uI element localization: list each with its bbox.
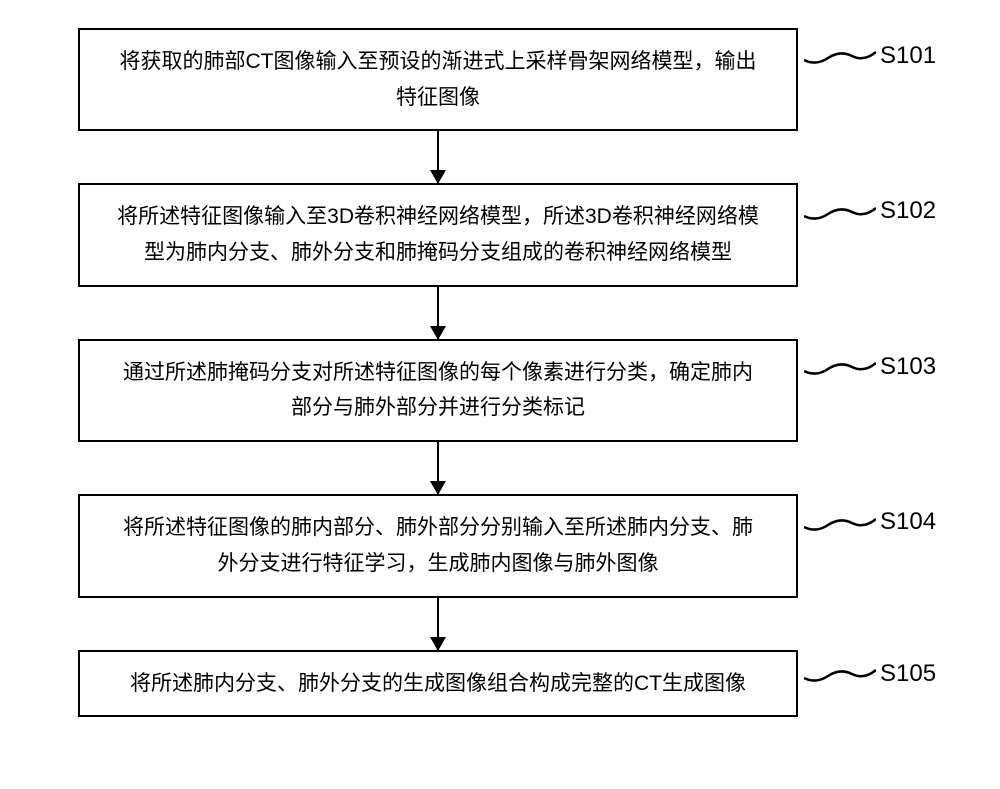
- arrowhead-icon: [430, 481, 446, 495]
- arrowhead-icon: [430, 637, 446, 651]
- squiggle-connector: [804, 664, 876, 684]
- squiggle-connector: [804, 46, 876, 66]
- step-text-line: 通过所述肺掩码分支对所述特征图像的每个像素进行分类，确定肺内: [100, 355, 776, 391]
- step-text-line: 将所述肺内分支、肺外分支的生成图像组合构成完整的CT生成图像: [100, 666, 776, 702]
- step-box-s103: 通过所述肺掩码分支对所述特征图像的每个像素进行分类，确定肺内部分与肺外部分并进行…: [78, 339, 798, 442]
- step-label-group: S103: [804, 347, 936, 388]
- step-id-label: S103: [880, 347, 936, 388]
- squiggle-connector: [804, 513, 876, 533]
- step-box-s104: 将所述特征图像的肺内部分、肺外部分分别输入至所述肺内分支、肺外分支进行特征学习，…: [78, 494, 798, 597]
- step-text-line: 部分与肺外部分并进行分类标记: [100, 390, 776, 426]
- step-text-line: 将所述特征图像输入至3D卷积神经网络模型，所述3D卷积神经网络模: [100, 199, 776, 235]
- step-id-label: S104: [880, 502, 936, 543]
- flow-connector: [437, 131, 439, 183]
- flow-connector: [437, 442, 439, 494]
- step-label-group: S102: [804, 191, 936, 232]
- step-text-line: 型为肺内分支、肺外分支和肺掩码分支组成的卷积神经网络模型: [100, 235, 776, 271]
- step-id-label: S105: [880, 654, 936, 695]
- step-text-line: 外分支进行特征学习，生成肺内图像与肺外图像: [100, 546, 776, 582]
- step-label-group: S104: [804, 502, 936, 543]
- squiggle-connector: [804, 357, 876, 377]
- step-label-group: S101: [804, 36, 936, 77]
- step-text-line: 特征图像: [100, 80, 776, 116]
- arrowhead-icon: [430, 326, 446, 340]
- arrowhead-icon: [430, 170, 446, 184]
- step-box-s101: 将获取的肺部CT图像输入至预设的渐进式上采样骨架网络模型，输出特征图像 S101: [78, 28, 798, 131]
- step-id-label: S101: [880, 36, 936, 77]
- step-text-line: 将获取的肺部CT图像输入至预设的渐进式上采样骨架网络模型，输出: [100, 44, 776, 80]
- squiggle-connector: [804, 202, 876, 222]
- flow-connector: [437, 598, 439, 650]
- step-label-group: S105: [804, 654, 936, 695]
- step-box-s102: 将所述特征图像输入至3D卷积神经网络模型，所述3D卷积神经网络模型为肺内分支、肺…: [78, 183, 798, 286]
- step-text-line: 将所述特征图像的肺内部分、肺外部分分别输入至所述肺内分支、肺: [100, 510, 776, 546]
- flow-connector: [437, 287, 439, 339]
- step-id-label: S102: [880, 191, 936, 232]
- step-box-s105: 将所述肺内分支、肺外分支的生成图像组合构成完整的CT生成图像 S105: [78, 650, 798, 718]
